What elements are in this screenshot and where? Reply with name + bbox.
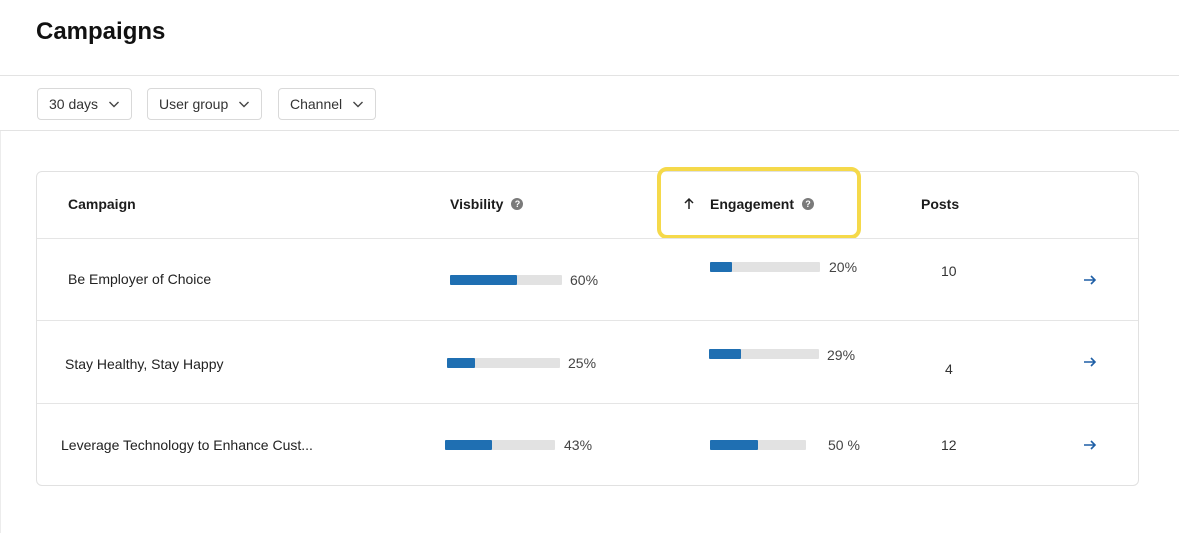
engagement-bar-fill: [709, 349, 741, 359]
row-divider: [37, 320, 1138, 321]
visibility-percent: 60%: [570, 272, 599, 288]
visibility-bar: [445, 440, 555, 450]
engagement-percent: 50 %: [828, 437, 860, 453]
column-header-visibility[interactable]: Visbility ?: [450, 196, 524, 212]
filter-user-group[interactable]: User group: [147, 88, 263, 120]
left-divider: [0, 131, 1, 533]
visibility-percent: 43%: [564, 437, 593, 453]
campaign-name[interactable]: Leverage Technology to Enhance Cust...: [61, 437, 313, 453]
engagement-bar: [710, 440, 806, 450]
engagement-bar-fill: [710, 262, 732, 272]
campaign-name[interactable]: Be Employer of Choice: [68, 271, 212, 287]
posts-count: 4: [945, 361, 953, 377]
visibility-percent: 25%: [568, 355, 597, 371]
page-title: Campaigns: [36, 18, 166, 45]
column-header-campaign[interactable]: Campaign: [68, 196, 136, 212]
visibility-bar-fill: [450, 275, 518, 285]
posts-count: 10: [941, 263, 957, 279]
help-icon[interactable]: ?: [802, 198, 815, 210]
column-header-label: Campaign: [68, 196, 136, 212]
campaign-name[interactable]: Stay Healthy, Stay Happy: [65, 356, 224, 372]
filter-label: 30 days: [49, 96, 99, 112]
engagement-bar: [710, 262, 820, 272]
help-icon[interactable]: ?: [511, 198, 524, 210]
visibility-bar-fill: [447, 358, 476, 368]
column-header-engagement[interactable]: Engagement ?: [682, 196, 815, 212]
visibility-bar: [447, 358, 560, 368]
filter-date-range[interactable]: 30 days: [37, 88, 133, 120]
row-divider: [37, 403, 1138, 404]
posts-count: 12: [941, 437, 957, 453]
column-header-label: Posts: [921, 196, 960, 212]
visibility-bar: [450, 275, 562, 285]
campaigns-table: Campaign Visbility ? Engagement ? Posts …: [36, 167, 1139, 486]
arrow-up-icon: [684, 197, 694, 209]
engagement-percent: 20%: [829, 259, 858, 275]
row-divider: [37, 238, 1138, 239]
engagement-bar-fill: [710, 440, 758, 450]
column-header-label: Engagement: [710, 196, 795, 212]
arrow-right-icon[interactable]: [1082, 437, 1098, 453]
arrow-right-icon[interactable]: [1082, 272, 1098, 288]
chevron-down-icon: [109, 101, 120, 108]
filter-bar: 30 days User group Channel: [0, 75, 1179, 131]
arrow-right-icon[interactable]: [1082, 354, 1098, 370]
filter-channel[interactable]: Channel: [278, 88, 377, 120]
filter-label: Channel: [290, 96, 343, 112]
engagement-percent: 29%: [827, 347, 856, 363]
filter-label: User group: [159, 96, 229, 112]
column-header-posts[interactable]: Posts: [921, 196, 959, 212]
chevron-down-icon: [239, 101, 250, 108]
engagement-bar: [709, 349, 819, 359]
chevron-down-icon: [353, 101, 364, 108]
visibility-bar-fill: [445, 440, 493, 450]
column-header-label: Visbility: [450, 196, 504, 212]
